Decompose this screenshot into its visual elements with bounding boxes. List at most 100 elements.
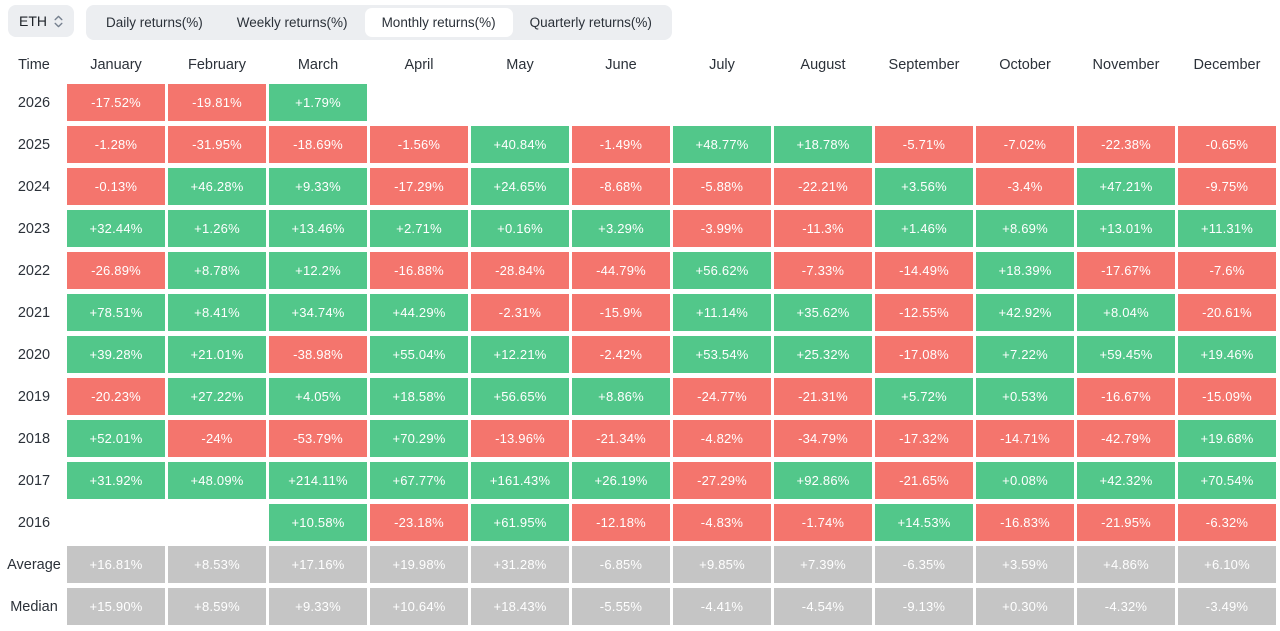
return-cell: +8.78% [168, 252, 266, 289]
return-cell: -13.96% [471, 420, 569, 457]
empty-cell [774, 84, 872, 121]
row-label: 2025 [17, 136, 51, 153]
return-cell: -1.49% [572, 126, 670, 163]
return-cell: -1.56% [370, 126, 468, 163]
return-cell: -9.75% [1178, 168, 1276, 205]
row-label: 2016 [17, 514, 51, 531]
return-cell: +31.28% [471, 546, 569, 583]
table-row-2016: 2016 +10.58% -23.18% +61.95% -12.18% -4.83% -1… [4, 504, 1276, 541]
table-row-average: Average +16.81% +8.53% +17.16% +19.98% +31.28… [4, 546, 1276, 583]
return-cell: +3.56% [875, 168, 973, 205]
tab-weekly-returns[interactable]: Weekly returns(%) [236, 15, 348, 30]
return-cell: +9.33% [269, 168, 367, 205]
return-cell: +3.59% [976, 546, 1074, 583]
table-row-2020: 2020 +39.28% +21.01% -38.98% +55.04% +12.21% -… [4, 336, 1276, 373]
tab-daily-returns[interactable]: Daily returns(%) [106, 15, 203, 30]
empty-cell [471, 84, 569, 121]
month-column-header: April [404, 57, 434, 73]
return-cell: -12.55% [875, 294, 973, 331]
month-column-header: March [297, 57, 339, 73]
return-cell: -5.55% [572, 588, 670, 625]
return-cell: +40.84% [471, 126, 569, 163]
returns-table: Time January February March April May June July… [1, 44, 1279, 630]
return-cell: -38.98% [269, 336, 367, 373]
table-row-2024: 2024 -0.13% +46.28% +9.33% -17.29% +24.65% -8.… [4, 168, 1276, 205]
return-cell: -4.41% [673, 588, 771, 625]
return-cell: -16.67% [1077, 378, 1175, 415]
return-cell: +10.58% [269, 504, 367, 541]
return-cell: +26.19% [572, 462, 670, 499]
empty-cell [1077, 84, 1175, 121]
return-cell: -23.18% [370, 504, 468, 541]
return-cell: +46.28% [168, 168, 266, 205]
return-cell: +47.21% [1077, 168, 1175, 205]
return-cell: -24% [168, 420, 266, 457]
row-label: 2018 [17, 430, 51, 447]
return-cell: -3.49% [1178, 588, 1276, 625]
return-cell: -17.52% [67, 84, 165, 121]
return-cell: +214.11% [269, 462, 367, 499]
return-cell: +18.43% [471, 588, 569, 625]
tab-monthly-returns[interactable]: Monthly returns(%) [364, 8, 513, 37]
symbol-selector[interactable]: ETH [8, 5, 74, 37]
return-cell: +15.90% [67, 588, 165, 625]
return-cell: +70.29% [370, 420, 468, 457]
return-cell: -0.13% [67, 168, 165, 205]
return-cell: -17.32% [875, 420, 973, 457]
return-cell: -42.79% [1077, 420, 1175, 457]
return-cell: +0.30% [976, 588, 1074, 625]
return-cell: +25.32% [774, 336, 872, 373]
table-row-2018: 2018 +52.01% -24% -53.79% +70.29% -13.96% -21.… [4, 420, 1276, 457]
return-cell: -3.4% [976, 168, 1074, 205]
return-cell: +9.85% [673, 546, 771, 583]
return-cell: +53.54% [673, 336, 771, 373]
return-cell: +18.78% [774, 126, 872, 163]
return-cell: -17.29% [370, 168, 468, 205]
empty-cell [370, 84, 468, 121]
return-cell: -5.88% [673, 168, 771, 205]
row-label: 2017 [17, 472, 51, 489]
return-cell: -53.79% [269, 420, 367, 457]
header-row: Time January February March April May June July… [4, 49, 1276, 79]
return-cell: -21.31% [774, 378, 872, 415]
month-column-header: February [187, 57, 247, 73]
return-cell: -14.49% [875, 252, 973, 289]
return-cell: +48.77% [673, 126, 771, 163]
return-cell: -7.33% [774, 252, 872, 289]
return-cell: +34.74% [269, 294, 367, 331]
return-cell: +9.33% [269, 588, 367, 625]
return-cell: +16.81% [67, 546, 165, 583]
return-cell: -1.74% [774, 504, 872, 541]
return-cell: +48.09% [168, 462, 266, 499]
return-cell: -7.02% [976, 126, 1074, 163]
return-cell: -27.29% [673, 462, 771, 499]
return-cell: +4.05% [269, 378, 367, 415]
return-cell: +12.21% [471, 336, 569, 373]
table-row-2026: 2026 -17.52% -19.81% +1.79% [4, 84, 1276, 121]
tab-quarterly-returns[interactable]: Quarterly returns(%) [529, 15, 652, 30]
return-cell: -4.54% [774, 588, 872, 625]
return-cell: -3.99% [673, 210, 771, 247]
table-row-2025: 2025 -1.28% -31.95% -18.69% -1.56% +40.84% -1.… [4, 126, 1276, 163]
return-cell: +56.62% [673, 252, 771, 289]
return-cell: -2.31% [471, 294, 569, 331]
return-cell: +8.69% [976, 210, 1074, 247]
return-cell: -9.13% [875, 588, 973, 625]
empty-cell [673, 84, 771, 121]
month-column-header: December [1193, 57, 1261, 73]
return-cell: +18.39% [976, 252, 1074, 289]
return-cell: +70.54% [1178, 462, 1276, 499]
row-label: Median [10, 598, 58, 615]
month-column-header: June [605, 57, 637, 73]
return-cell: +24.65% [471, 168, 569, 205]
return-cell: +7.39% [774, 546, 872, 583]
return-cell: +161.43% [471, 462, 569, 499]
return-cell: -19.81% [168, 84, 266, 121]
return-cell: -12.18% [572, 504, 670, 541]
returns-tbody: 2026 -17.52% -19.81% +1.79% 2025 -1.28% -31.95… [4, 84, 1276, 625]
month-column-header: January [90, 57, 142, 73]
return-cell: -2.42% [572, 336, 670, 373]
table-row-2019: 2019 -20.23% +27.22% +4.05% +18.58% +56.65% +8… [4, 378, 1276, 415]
return-cell: +61.95% [471, 504, 569, 541]
return-cell: +13.46% [269, 210, 367, 247]
